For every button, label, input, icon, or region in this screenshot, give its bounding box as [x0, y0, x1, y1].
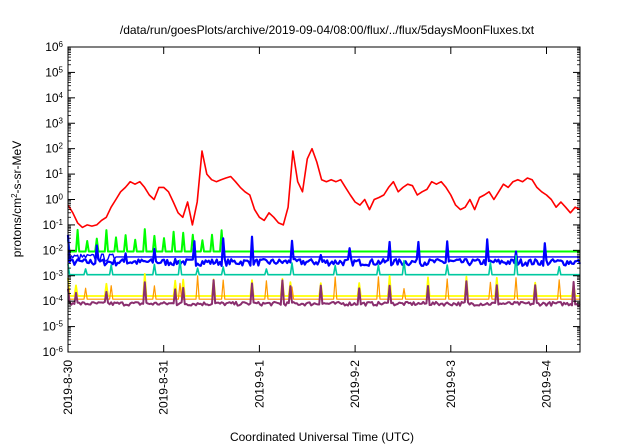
- y-tick-exponent: 3: [59, 116, 64, 125]
- y-tick-label: 100: [45, 192, 63, 207]
- y-tick-exponent: -1: [56, 217, 64, 226]
- y-tick-exponent: -3: [56, 268, 64, 277]
- x-tick-label: 2019-8-31: [157, 360, 171, 415]
- y-axis-label-suffix: -s-sr-MeV: [10, 141, 24, 194]
- x-tick-label: 2019-9-2: [348, 360, 362, 408]
- series-line-8: [67, 279, 581, 307]
- x-axis-ticks: 2019-8-30 2019-8-31 2019-9-1 2019-9-2 2019-9…: [61, 47, 554, 415]
- y-tick-base: 10: [45, 91, 59, 105]
- series-line-3: [66, 234, 582, 267]
- y-tick-exponent: 5: [59, 65, 64, 74]
- series-layer: [66, 147, 582, 307]
- y-tick-base: 10: [43, 345, 57, 359]
- y-axis-ticks: 10-610-510-410-310-210-11001011021031041…: [43, 40, 580, 360]
- x-tick-label: 2019-9-1: [252, 360, 266, 408]
- y-tick-label: 105: [45, 65, 63, 80]
- y-tick-base: 10: [45, 40, 59, 54]
- y-tick-label: 10-6: [43, 345, 64, 360]
- y-tick-label: 10-5: [43, 319, 64, 334]
- y-tick-base: 10: [45, 116, 59, 130]
- y-tick-label: 106: [45, 40, 63, 55]
- x-tick-label: 2019-8-30: [61, 360, 75, 415]
- series-line-4: [67, 253, 580, 262]
- y-tick-exponent: 0: [59, 192, 64, 201]
- y-tick-base: 10: [43, 218, 57, 232]
- y-tick-label: 10-4: [43, 294, 64, 309]
- y-tick-exponent: -5: [56, 319, 64, 328]
- y-tick-base: 10: [45, 193, 59, 207]
- chart-title: /data/run/goesPlots/archive/2019-09-04/0…: [120, 23, 535, 37]
- y-tick-label: 102: [45, 141, 63, 156]
- y-tick-exponent: -4: [56, 294, 64, 303]
- y-tick-exponent: 2: [59, 141, 64, 150]
- y-tick-label: 10-2: [43, 243, 64, 257]
- series-line-1: [67, 147, 581, 229]
- y-tick-exponent: -2: [56, 243, 64, 252]
- y-tick-label: 10-1: [43, 217, 64, 232]
- y-tick-label: 101: [45, 167, 63, 182]
- y-tick-exponent: -6: [56, 345, 64, 354]
- y-tick-base: 10: [45, 142, 59, 156]
- series-line-2: [67, 228, 580, 253]
- x-tick-label: 2019-9-4: [540, 360, 554, 408]
- y-tick-base: 10: [45, 167, 59, 181]
- x-tick-label: 2019-9-3: [444, 360, 458, 408]
- y-tick-exponent: 4: [59, 90, 64, 99]
- y-tick-base: 10: [43, 294, 57, 308]
- y-tick-label: 104: [45, 90, 63, 105]
- x-axis-label: Coordinated Universal Time (UTC): [230, 430, 414, 444]
- y-axis-label-sup: 2: [10, 193, 19, 198]
- y-tick-base: 10: [45, 65, 59, 79]
- y-tick-exponent: 6: [59, 40, 64, 49]
- plot-frame: [67, 46, 581, 353]
- y-tick-base: 10: [43, 320, 57, 334]
- y-tick-exponent: 1: [59, 167, 64, 176]
- y-tick-label: 103: [45, 116, 63, 131]
- y-tick-base: 10: [43, 243, 57, 257]
- y-tick-base: 10: [43, 269, 57, 283]
- y-tick-label: 10-3: [43, 268, 64, 283]
- y-axis-label: protons/cm2-s-sr-MeV: [10, 141, 25, 257]
- y-axis-label-prefix: protons/cm: [10, 198, 24, 257]
- series-line-5: [67, 254, 580, 276]
